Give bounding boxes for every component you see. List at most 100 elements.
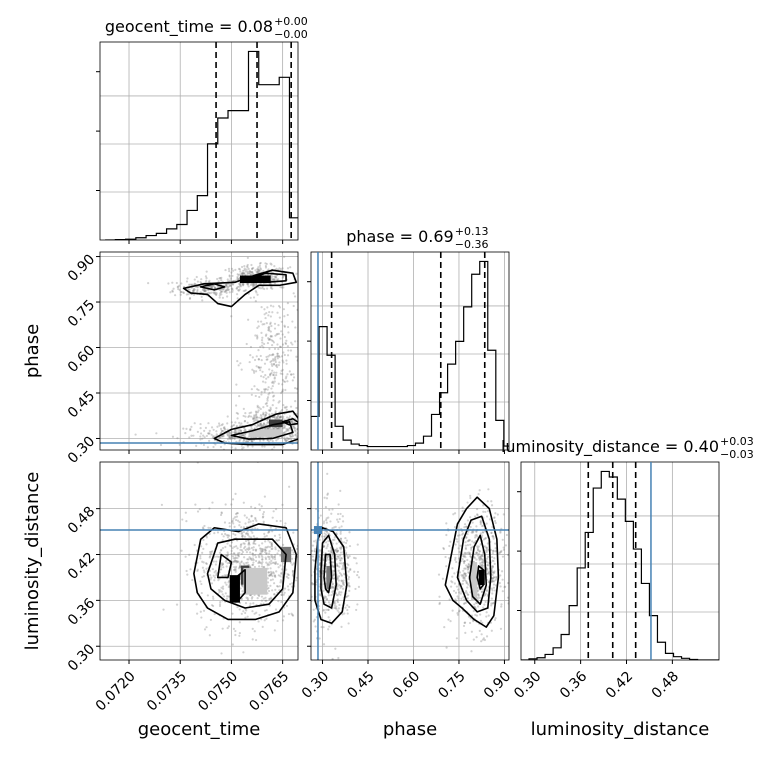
sample-point xyxy=(301,567,303,569)
sample-point xyxy=(327,594,330,597)
sample-point xyxy=(247,521,250,524)
sample-point xyxy=(461,557,464,561)
sample-point xyxy=(259,354,262,358)
sample-point xyxy=(263,565,266,569)
sample-point xyxy=(234,430,237,433)
sample-point xyxy=(263,532,266,535)
sample-point xyxy=(210,576,213,579)
sample-point xyxy=(273,282,277,285)
sample-point xyxy=(264,546,267,549)
sample-point xyxy=(261,380,265,383)
sample-point xyxy=(210,582,214,585)
sample-point xyxy=(329,520,332,523)
sample-point xyxy=(330,557,333,560)
sample-point xyxy=(184,555,187,558)
sample-point xyxy=(284,380,287,383)
sample-point xyxy=(246,533,250,537)
sample-point xyxy=(262,406,265,409)
sample-point xyxy=(228,274,231,277)
sample-point xyxy=(218,296,221,299)
sample-point xyxy=(248,412,251,415)
sample-point xyxy=(271,339,274,343)
sample-point xyxy=(476,549,480,552)
sample-point xyxy=(250,505,253,508)
sample-point xyxy=(232,552,235,555)
sample-point xyxy=(254,394,257,398)
sample-point xyxy=(340,625,343,628)
sample-point xyxy=(281,427,285,430)
sample-point xyxy=(271,547,274,550)
sample-point xyxy=(248,270,251,273)
sample-point xyxy=(349,568,352,572)
sample-point xyxy=(268,338,271,341)
sample-point xyxy=(234,570,237,573)
sample-point xyxy=(228,279,232,282)
sample-point xyxy=(275,373,278,377)
sample-point xyxy=(301,425,303,427)
sample-point xyxy=(275,570,278,573)
sample-point xyxy=(272,399,275,402)
sample-point xyxy=(331,550,334,554)
sample-point xyxy=(463,562,466,565)
sample-point xyxy=(268,598,271,601)
sample-point xyxy=(325,519,328,522)
sample-point xyxy=(261,336,264,339)
sample-point xyxy=(273,371,276,374)
sample-point xyxy=(484,592,487,595)
sample-point xyxy=(348,605,351,609)
sample-point xyxy=(335,607,338,610)
sample-point xyxy=(212,574,215,577)
sample-point xyxy=(494,617,497,620)
sample-point xyxy=(247,285,250,288)
sample-point xyxy=(265,546,268,549)
sample-point xyxy=(339,551,343,554)
sample-point xyxy=(217,588,221,592)
sample-point xyxy=(252,369,256,373)
sample-point xyxy=(175,281,178,285)
sample-point xyxy=(272,363,276,366)
sample-point xyxy=(258,561,261,564)
sample-point xyxy=(224,290,227,293)
sample-point xyxy=(252,266,255,270)
sample-point xyxy=(251,417,255,421)
sample-point xyxy=(243,438,246,441)
sample-point xyxy=(270,412,274,415)
sample-point xyxy=(185,569,188,573)
sample-point xyxy=(253,417,256,420)
sample-point xyxy=(480,633,483,636)
sample-point xyxy=(273,265,276,268)
sample-point xyxy=(326,543,329,546)
sample-point xyxy=(252,417,255,420)
sample-point xyxy=(269,426,272,429)
sample-point xyxy=(491,565,494,568)
sample-point xyxy=(282,431,285,435)
sample-point xyxy=(231,555,235,558)
sample-point xyxy=(205,562,208,565)
sample-point xyxy=(268,545,272,549)
sample-point xyxy=(251,531,254,534)
sample-point xyxy=(259,424,263,427)
sample-point xyxy=(467,563,471,566)
sample-point xyxy=(485,611,488,614)
sample-point xyxy=(269,573,272,576)
sample-point xyxy=(283,325,286,328)
sample-point xyxy=(235,545,238,548)
sample-point xyxy=(341,613,344,616)
sample-point xyxy=(345,566,349,569)
sample-point xyxy=(260,562,263,565)
sample-point xyxy=(453,512,457,515)
y-tick-label-phase: 0.60 xyxy=(65,342,98,375)
sample-point xyxy=(348,584,351,588)
sample-point xyxy=(242,446,245,449)
sample-point xyxy=(230,541,234,544)
sample-point xyxy=(236,512,239,515)
sample-point xyxy=(211,436,214,440)
sample-point xyxy=(256,337,259,340)
sample-point xyxy=(246,532,249,535)
sample-point xyxy=(231,282,234,286)
sample-point xyxy=(292,292,295,295)
sample-point xyxy=(212,604,215,608)
sample-point xyxy=(461,582,464,585)
panel-content xyxy=(311,462,509,660)
sample-point xyxy=(324,595,328,599)
